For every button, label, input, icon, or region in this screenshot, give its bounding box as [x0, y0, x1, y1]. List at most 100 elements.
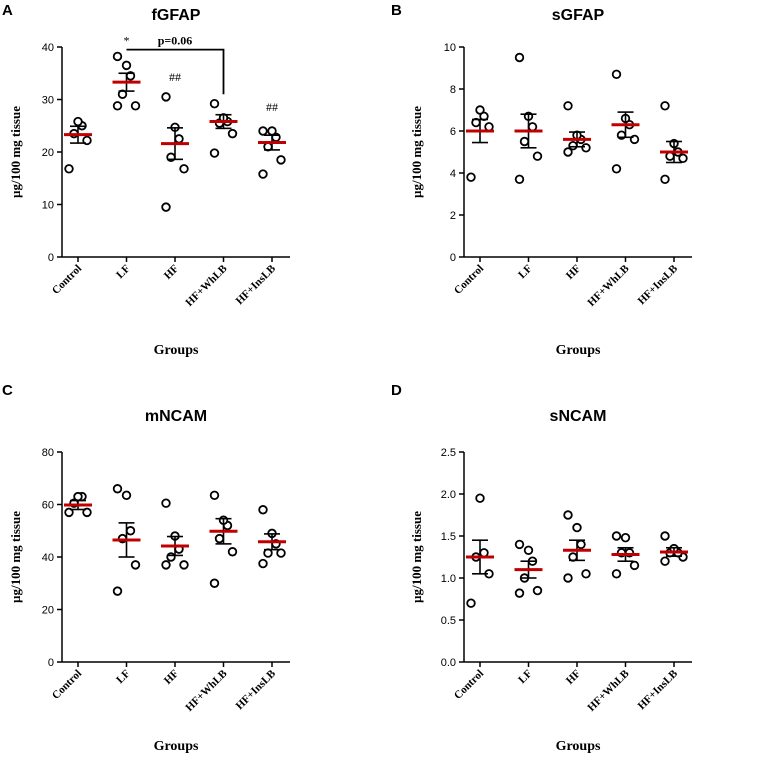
data-point: [611, 164, 622, 174]
data-point: [523, 545, 534, 555]
data-point: [121, 490, 132, 501]
data-point: [660, 101, 670, 111]
y-tick-label: 40: [42, 42, 54, 54]
data-point: [611, 69, 622, 79]
y-tick-label: 4: [450, 168, 456, 180]
data-point: [568, 140, 578, 151]
data-point: [209, 98, 220, 109]
chart-title: sGFAP: [552, 7, 605, 24]
x-tick-label: HF+InsLB: [636, 667, 681, 712]
y-tick-label: 2: [450, 210, 456, 222]
data-point: [532, 151, 543, 161]
data-point: [620, 532, 631, 543]
x-tick-label: HF+WhLB: [585, 262, 632, 309]
y-tick-label: 80: [42, 447, 54, 459]
data-point: [73, 491, 83, 502]
data-point: [514, 588, 525, 598]
y-tick-label: 40: [42, 552, 54, 564]
panel-letter: D: [391, 382, 402, 399]
data-point: [276, 155, 286, 165]
x-tick-label: HF+WhLB: [585, 667, 632, 714]
data-point: [258, 169, 268, 179]
data-point: [112, 101, 123, 111]
data-point: [161, 202, 171, 212]
x-tick-label: Control: [452, 668, 486, 702]
data-point: [258, 505, 268, 515]
x-tick-label: LF: [516, 667, 535, 686]
x-tick-label: HF: [564, 262, 583, 281]
x-tick-label: HF+WhLB: [183, 667, 230, 714]
significance-marker: ##: [169, 70, 181, 84]
chart-title: sNCAM: [550, 408, 607, 425]
data-point: [563, 510, 573, 520]
data-point: [475, 493, 485, 503]
data-point: [214, 533, 225, 544]
y-tick-label: 0.5: [441, 615, 456, 627]
p-value-label: p=0.06: [158, 34, 193, 48]
data-point: [179, 164, 189, 174]
y-axis-title: µg/100 mg tissue: [8, 106, 23, 198]
x-axis-title: Groups: [556, 739, 601, 754]
x-tick-label: HF+InsLB: [234, 667, 279, 712]
chart-title: mNCAM: [145, 408, 207, 425]
data-point: [514, 52, 525, 63]
data-point: [179, 560, 189, 570]
significance-marker: ##: [266, 100, 278, 114]
data-point: [532, 585, 543, 596]
data-point: [572, 522, 582, 533]
chart-title: fGFAP: [152, 7, 201, 24]
data-point: [527, 122, 538, 132]
significance-bracket: [126, 48, 225, 95]
data-point: [267, 126, 277, 136]
data-point: [112, 586, 123, 596]
y-tick-label: 20: [42, 147, 54, 159]
data-point: [466, 172, 476, 182]
x-tick-label: LF: [114, 667, 133, 686]
y-tick-label: 2.0: [441, 489, 456, 501]
data-point: [161, 560, 171, 570]
x-tick-label: HF: [564, 667, 583, 686]
y-axis-title: µg/100 mg tissue: [409, 106, 424, 198]
data-point: [130, 101, 141, 111]
y-tick-label: 0.0: [441, 657, 456, 669]
x-tick-label: Control: [452, 263, 486, 297]
data-point: [209, 490, 220, 501]
data-point: [514, 174, 525, 184]
data-point: [82, 507, 92, 518]
data-point: [73, 116, 83, 127]
x-tick-label: HF: [162, 667, 181, 686]
data-point: [479, 548, 489, 558]
data-point: [466, 598, 476, 608]
data-point: [64, 164, 74, 174]
data-point: [227, 547, 238, 557]
panel-letter: C: [2, 382, 13, 399]
y-axis-title: µg/100 mg tissue: [8, 511, 23, 603]
y-tick-label: 10: [42, 200, 54, 212]
panel-letter: A: [2, 2, 13, 19]
data-point: [112, 51, 123, 62]
data-point: [209, 148, 220, 158]
data-point: [563, 573, 573, 583]
data-point: [581, 569, 591, 579]
x-axis-title: Groups: [154, 343, 199, 358]
y-tick-label: 1.0: [441, 573, 456, 585]
data-point: [125, 526, 136, 536]
data-point: [678, 153, 688, 163]
data-point: [112, 484, 123, 494]
data-point: [611, 569, 622, 579]
x-tick-label: HF+InsLB: [636, 262, 681, 307]
x-tick-label: HF+WhLB: [183, 262, 230, 309]
data-point: [227, 128, 238, 139]
data-point: [121, 60, 132, 71]
data-point: [258, 126, 268, 136]
data-point: [629, 560, 640, 571]
y-tick-label: 0: [48, 657, 54, 669]
data-point: [519, 136, 530, 147]
x-tick-label: HF: [162, 262, 181, 281]
data-point: [130, 560, 141, 570]
